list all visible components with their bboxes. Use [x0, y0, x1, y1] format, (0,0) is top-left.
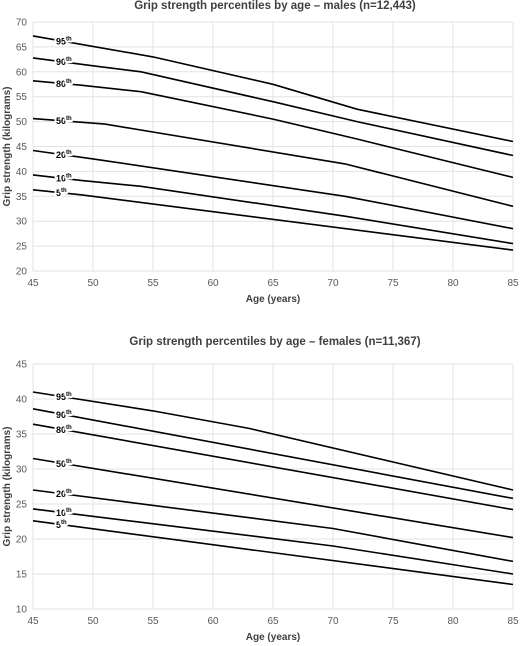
chart-title: Grip strength percentiles by age – femal… — [129, 336, 420, 348]
y-tick-label: 70 — [16, 18, 28, 29]
series-line-50th — [32, 457, 514, 539]
chart-title: Grip strength percentiles by age – males… — [134, 0, 416, 12]
series-label-90th: 90th — [56, 57, 72, 67]
x-tick-label: 65 — [267, 278, 279, 289]
x-axis-label: Age (years) — [246, 294, 300, 305]
x-tick-label: 85 — [507, 616, 519, 627]
x-tick-label: 45 — [27, 278, 39, 289]
series-label-20th: 20th — [56, 489, 72, 499]
y-tick-label: 45 — [16, 360, 28, 371]
y-tick-label: 40 — [16, 395, 28, 406]
y-tick-label: 25 — [16, 500, 28, 511]
y-tick-label: 45 — [16, 142, 28, 153]
series-line-20th — [32, 149, 514, 230]
males-chart-panel: Grip strength percentiles by age – males… — [2, 0, 519, 305]
series-label-80th: 80th — [56, 425, 72, 435]
y-tick-label: 55 — [16, 92, 28, 103]
series-line-5th — [32, 520, 514, 586]
series-line-10th — [32, 508, 514, 575]
x-tick-label: 55 — [147, 278, 159, 289]
x-tick-label: 45 — [27, 616, 39, 627]
series-label-5th: 5th — [56, 520, 67, 530]
y-tick-label: 15 — [16, 570, 28, 581]
x-tick-label: 70 — [327, 278, 339, 289]
x-tick-label: 70 — [327, 616, 339, 627]
series-line-10th — [32, 174, 514, 245]
x-tick-label: 50 — [87, 616, 99, 627]
y-tick-label: 60 — [16, 67, 28, 78]
series-label-50th: 50th — [56, 116, 72, 126]
y-tick-label: 10 — [16, 605, 28, 616]
y-tick-label: 35 — [16, 192, 28, 203]
series-label-80th: 80th — [56, 79, 72, 89]
y-tick-label: 50 — [16, 117, 28, 128]
series-label-90th: 90th — [56, 410, 72, 420]
y-tick-label: 40 — [16, 167, 28, 178]
y-tick-label: 20 — [16, 267, 28, 278]
x-tick-label: 80 — [447, 616, 459, 627]
series-label-50th: 50th — [56, 459, 72, 469]
series-label-10th: 10th — [56, 508, 72, 518]
x-tick-label: 75 — [387, 278, 399, 289]
y-tick-label: 25 — [16, 242, 28, 253]
y-axis-label: Grip strength (kilograms) — [2, 426, 13, 546]
y-tick-label: 20 — [16, 535, 28, 546]
x-tick-label: 80 — [447, 278, 459, 289]
x-tick-label: 50 — [87, 278, 99, 289]
y-axis-label: Grip strength (kilograms) — [2, 86, 13, 206]
y-tick-label: 30 — [16, 217, 28, 228]
series-line-80th — [32, 423, 514, 511]
series-label-95th: 95th — [56, 37, 72, 47]
series-line-95th — [32, 391, 514, 491]
x-tick-label: 60 — [207, 278, 219, 289]
females-chart-panel: Grip strength percentiles by age – femal… — [2, 336, 519, 643]
series-line-80th — [32, 80, 514, 179]
y-tick-label: 30 — [16, 465, 28, 476]
series-line-50th — [32, 117, 514, 208]
x-tick-label: 55 — [147, 616, 159, 627]
series-label-95th: 95th — [56, 392, 72, 402]
series-line-5th — [32, 189, 514, 251]
y-tick-label: 65 — [16, 42, 28, 53]
series-line-95th — [32, 35, 514, 143]
series-label-5th: 5th — [56, 188, 67, 198]
series-label-20th: 20th — [56, 150, 72, 160]
y-tick-label: 35 — [16, 430, 28, 441]
x-tick-label: 65 — [267, 616, 279, 627]
series-label-10th: 10th — [56, 174, 72, 184]
series-line-20th — [32, 489, 514, 563]
series-line-90th — [32, 408, 514, 500]
x-axis-label: Age (years) — [246, 632, 300, 643]
x-tick-label: 75 — [387, 616, 399, 627]
x-tick-label: 60 — [207, 616, 219, 627]
x-tick-label: 85 — [507, 278, 519, 289]
series-line-90th — [32, 57, 514, 157]
